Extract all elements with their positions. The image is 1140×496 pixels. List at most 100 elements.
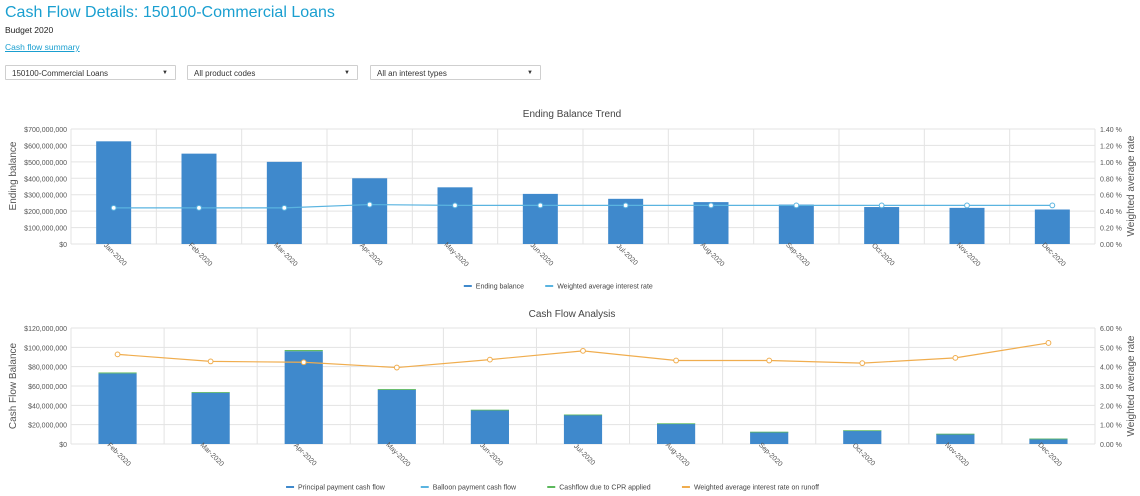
series-line (113, 203, 1053, 209)
line-point (537, 202, 544, 209)
x-tick-label: Jun-2020 (478, 442, 504, 468)
line-point (964, 202, 970, 209)
bar (181, 153, 217, 244)
interest-type-select[interactable]: All an interest types ▼ (370, 65, 541, 80)
bar (750, 431, 789, 444)
bar (750, 431, 789, 433)
bar (778, 204, 814, 244)
y-tick-label: $0 (59, 242, 67, 249)
bar (864, 207, 900, 244)
y-tick-label: $60,000,000 (28, 384, 67, 391)
interest-type-select-value: All an interest types (377, 69, 447, 78)
bar (563, 414, 603, 416)
line-point (366, 201, 373, 208)
x-tick-label: Jul-2020 (572, 443, 596, 467)
y-axis-label: Cash Flow Balance (8, 342, 19, 429)
bar (657, 423, 696, 425)
legend-label: Weighted average interest rate on runoff (694, 485, 819, 492)
y-tick-label: $0 (59, 442, 67, 449)
bar (470, 409, 509, 411)
x-tick-label: Oct-2020 (851, 442, 876, 467)
legend-label: Cashflow due to CPR applied (559, 485, 651, 492)
chevron-down-icon: ▼ (162, 70, 168, 76)
line-point (859, 360, 866, 367)
bar (693, 202, 729, 244)
bar (843, 430, 882, 444)
y2-tick-label: 1.20 % (1100, 143, 1122, 150)
line-point (281, 204, 288, 211)
line-point (1049, 202, 1056, 209)
x-tick-label: Oct-2020 (870, 242, 895, 267)
x-tick-label: Aug-2020 (664, 442, 690, 468)
line-point (952, 354, 959, 361)
y2-tick-label: 0.40 % (1100, 209, 1122, 216)
y2-axis-label: Weighted average rate (1126, 135, 1137, 236)
bar (470, 410, 509, 444)
product-code-select[interactable]: All product codes ▼ (187, 65, 358, 80)
line-point (110, 204, 117, 211)
line-point (114, 351, 121, 358)
line-point (452, 202, 458, 209)
page-title: Cash Flow Details: 150100-Commercial Loa… (5, 4, 335, 21)
x-tick-label: Dec-2020 (1040, 242, 1066, 268)
line-point (766, 357, 773, 364)
account-select[interactable]: 150100-Commercial Loans ▼ (5, 65, 176, 80)
x-tick-label: Jul-2020 (615, 243, 639, 267)
y-tick-label: $700,000,000 (24, 127, 67, 134)
x-tick-label: Sep-2020 (784, 242, 810, 268)
x-tick-label: Jun-2020 (529, 242, 555, 268)
line-point (393, 364, 400, 371)
bar (284, 350, 323, 352)
y-tick-label: $400,000,000 (24, 176, 67, 183)
line-point (580, 347, 586, 354)
bar (1029, 438, 1068, 444)
x-tick-label: Sep-2020 (757, 442, 783, 468)
y2-tick-label: 0.80 % (1100, 176, 1122, 183)
ending-balance-trend-chart: Ending Balance Trend Ending balance Weig… (8, 109, 1137, 291)
x-tick-label: Mar-2020 (199, 442, 225, 468)
bar (1029, 438, 1068, 440)
y-tick-label: $200,000,000 (24, 209, 67, 216)
y2-tick-label: 0.00 % (1100, 442, 1122, 449)
legend-label: Principal payment cash flow (298, 485, 386, 492)
y2-tick-label: 1.00 % (1100, 423, 1122, 430)
x-tick-label: Jan-2020 (102, 242, 128, 268)
y-tick-label: $80,000,000 (28, 365, 67, 372)
y2-axis-label: Weighted average rate (1126, 335, 1137, 436)
y2-tick-label: 0.20 % (1100, 226, 1122, 233)
chart-title: Cash Flow Analysis (529, 309, 616, 320)
cash-flow-summary-link[interactable]: Cash flow summary (5, 42, 80, 52)
y2-tick-label: 2.00 % (1100, 403, 1122, 410)
line-point (196, 204, 202, 211)
line-point (207, 358, 214, 365)
y-tick-label: $120,000,000 (24, 326, 67, 333)
line-point (708, 202, 714, 209)
chevron-down-icon: ▼ (527, 70, 533, 76)
y-tick-label: $500,000,000 (24, 160, 67, 167)
x-tick-label: Feb-2020 (106, 442, 132, 468)
bar (98, 373, 137, 444)
y2-tick-label: 0.60 % (1100, 193, 1122, 200)
bar (437, 187, 473, 244)
y2-tick-label: 4.00 % (1100, 365, 1122, 372)
x-tick-label: Mar-2020 (272, 242, 298, 268)
y-axis-label: Ending balance (8, 141, 19, 210)
bar (98, 372, 137, 374)
legend-label: Balloon payment cash flow (433, 485, 517, 492)
bar (936, 433, 975, 435)
y-tick-label: $100,000,000 (24, 345, 67, 352)
y-tick-label: $20,000,000 (28, 423, 67, 430)
product-code-select-value: All product codes (194, 69, 256, 78)
x-tick-label: Feb-2020 (187, 242, 213, 268)
bar (191, 391, 230, 393)
y2-tick-label: 1.40 % (1100, 127, 1122, 134)
x-tick-label: Apr-2020 (292, 442, 317, 467)
bar (843, 430, 882, 432)
x-tick-label: May-2020 (443, 241, 470, 268)
y2-tick-label: 5.00 % (1100, 345, 1122, 352)
legend-label: Ending balance (476, 284, 524, 291)
legend-label: Weighted average interest rate (557, 284, 653, 291)
y-tick-label: $300,000,000 (24, 193, 67, 200)
bar (266, 161, 302, 244)
x-tick-label: Dec-2020 (1036, 442, 1062, 468)
